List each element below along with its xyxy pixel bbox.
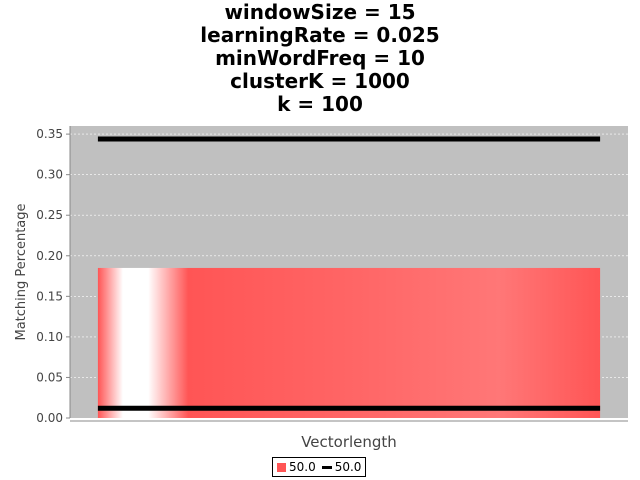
x-axis-title: Vectorlength xyxy=(301,433,397,451)
title-line: minWordFreq = 10 xyxy=(215,46,425,70)
title-line: learningRate = 0.025 xyxy=(200,23,440,47)
legend-item-line: 50.0 xyxy=(321,460,362,474)
axes xyxy=(69,126,628,422)
y-tick-label: 0.30 xyxy=(36,168,63,182)
chart-title: windowSize = 15 learningRate = 0.025 min… xyxy=(0,0,640,116)
legend-bar-swatch xyxy=(277,462,286,472)
y-tick-label: 0.35 xyxy=(36,127,63,141)
y-axis-title: Matching Percentage xyxy=(14,203,29,340)
legend-line-swatch xyxy=(321,465,332,469)
legend: 50.0 50.0 xyxy=(272,457,367,477)
legend-label: 50.0 xyxy=(334,460,362,474)
y-tick-label: 0.15 xyxy=(36,289,63,303)
bars xyxy=(97,267,601,418)
title-line: clusterK = 1000 xyxy=(230,69,410,93)
line-series xyxy=(97,136,601,411)
y-tick-label: 0.10 xyxy=(36,330,63,344)
y-tick-label: 0.05 xyxy=(36,370,63,384)
y-tick-label: 0.20 xyxy=(36,249,63,263)
y-axis-ticks: 0.00 0.05 0.10 0.15 0.20 0.25 0.30 0.35 xyxy=(36,127,70,425)
legend-item-bar: 50.0 xyxy=(277,460,316,474)
title-line: windowSize = 15 xyxy=(224,0,416,24)
legend-label: 50.0 xyxy=(289,460,316,474)
title-line: k = 100 xyxy=(277,92,363,116)
y-tick-label: 0.00 xyxy=(36,411,63,425)
bar xyxy=(97,267,601,418)
y-tick-label: 0.25 xyxy=(36,208,63,222)
